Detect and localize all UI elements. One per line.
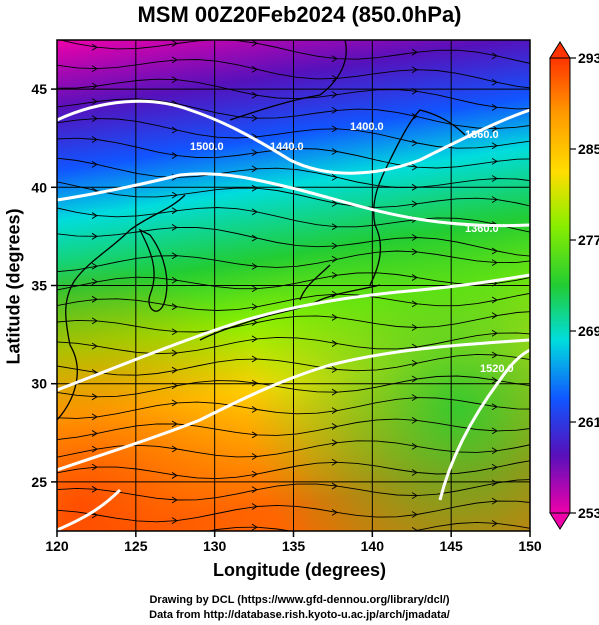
contour-label: 1360.0	[465, 129, 499, 141]
streamline	[57, 250, 530, 273]
x-axis-ticks: 120 125 130 135 140 145 150	[45, 531, 542, 554]
wind-streamlines	[57, 40, 530, 544]
streamline	[57, 272, 530, 291]
y-tick-label: 45	[31, 81, 47, 97]
x-tick-label: 125	[124, 538, 148, 554]
contour-label: 1520.0	[480, 363, 514, 375]
colorbar-tick-label: 277	[578, 232, 599, 248]
streamline	[57, 353, 530, 376]
contour-label: 1360.0	[465, 223, 499, 235]
y-tick-label: 25	[31, 474, 47, 490]
streamline	[57, 332, 530, 355]
x-tick-label: 120	[45, 538, 69, 554]
x-tick-label: 130	[203, 538, 227, 554]
streamline	[57, 207, 530, 233]
streamline	[57, 375, 530, 398]
streamline	[57, 78, 530, 110]
chart-title: MSM 00Z20Feb2024 (850.0hPa)	[137, 2, 462, 27]
x-tick-label: 145	[439, 538, 463, 554]
streamline	[206, 521, 530, 531]
colorbar-tick-label: 293	[578, 50, 599, 66]
colorbar-bar	[549, 57, 571, 514]
streamline	[57, 500, 530, 523]
streamline	[57, 292, 530, 311]
streamline	[57, 418, 530, 441]
colorbar-bottom-arrow	[549, 512, 571, 530]
streamline	[57, 479, 530, 501]
contour-label: 1400.0	[350, 121, 384, 133]
streamline	[58, 40, 530, 64]
contour-label: 1440.0	[270, 141, 304, 153]
streamline-arrow	[332, 535, 337, 541]
streamline-arrow	[92, 538, 97, 544]
credit-drawing: Drawing by DCL (https://www.gfd-dennou.o…	[149, 594, 450, 606]
colorbar: 293 285 277 269 261 253	[549, 41, 599, 530]
streamline	[57, 157, 530, 188]
streamline	[57, 460, 530, 480]
colorbar-tick-label: 261	[578, 414, 599, 430]
credit-data: Data from http://database.rish.kyoto-u.a…	[149, 609, 450, 621]
contour-labels: 1440.0 1400.0 1360.0 1360.0 1520.0 1500.…	[190, 121, 514, 375]
colorbar-tick-label: 253	[578, 505, 599, 521]
streamline	[57, 118, 530, 149]
colorbar-tick-label: 285	[578, 141, 599, 157]
streamline	[57, 311, 530, 333]
x-axis-label: Longitude (degrees)	[212, 560, 386, 580]
streamline	[57, 98, 530, 129]
colorbar-top-arrow	[549, 41, 571, 59]
streamline	[57, 137, 530, 169]
streamline	[57, 181, 530, 208]
x-tick-label: 135	[282, 538, 306, 554]
colorbar-tick-label: 269	[578, 323, 599, 339]
streamline	[57, 226, 530, 257]
y-axis-label: Latitude (degrees)	[3, 208, 24, 365]
y-axis-ticks: 25 30 35 40 45	[31, 81, 57, 490]
y-tick-label: 30	[31, 376, 47, 392]
x-tick-label: 140	[361, 538, 385, 554]
y-tick-label: 40	[31, 179, 47, 195]
geopotential-contours	[57, 99, 530, 531]
streamline-arrow	[172, 534, 177, 540]
x-tick-label: 150	[518, 538, 542, 554]
contour-label: 1500.0	[190, 141, 224, 153]
streamline	[57, 397, 530, 419]
y-tick-label: 35	[31, 278, 47, 294]
streamline	[57, 59, 530, 89]
coastlines	[57, 40, 466, 421]
